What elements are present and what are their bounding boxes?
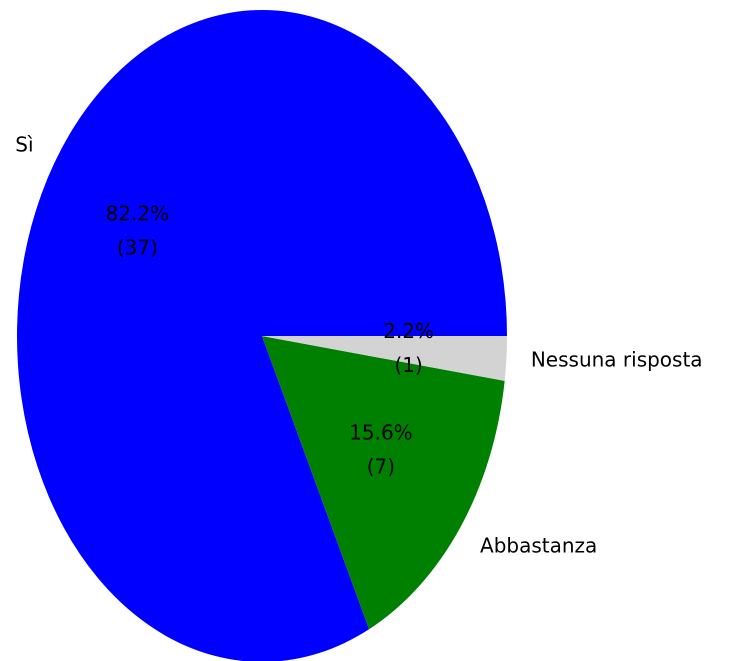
slice-label: Sì bbox=[15, 132, 33, 156]
pie-slice bbox=[262, 336, 505, 630]
count-label: (37) bbox=[117, 236, 158, 260]
percent-label: 15.6% bbox=[349, 420, 413, 444]
percent-label: 82.2% bbox=[106, 202, 170, 226]
percent-label: 2.2% bbox=[383, 319, 434, 343]
pie-slice bbox=[17, 10, 507, 661]
slice-label: Abbastanza bbox=[480, 533, 597, 557]
count-label: (7) bbox=[367, 454, 395, 478]
count-label: (1) bbox=[394, 353, 422, 377]
slice-label: Nessuna risposta bbox=[531, 347, 703, 371]
pie-slice bbox=[262, 336, 507, 381]
